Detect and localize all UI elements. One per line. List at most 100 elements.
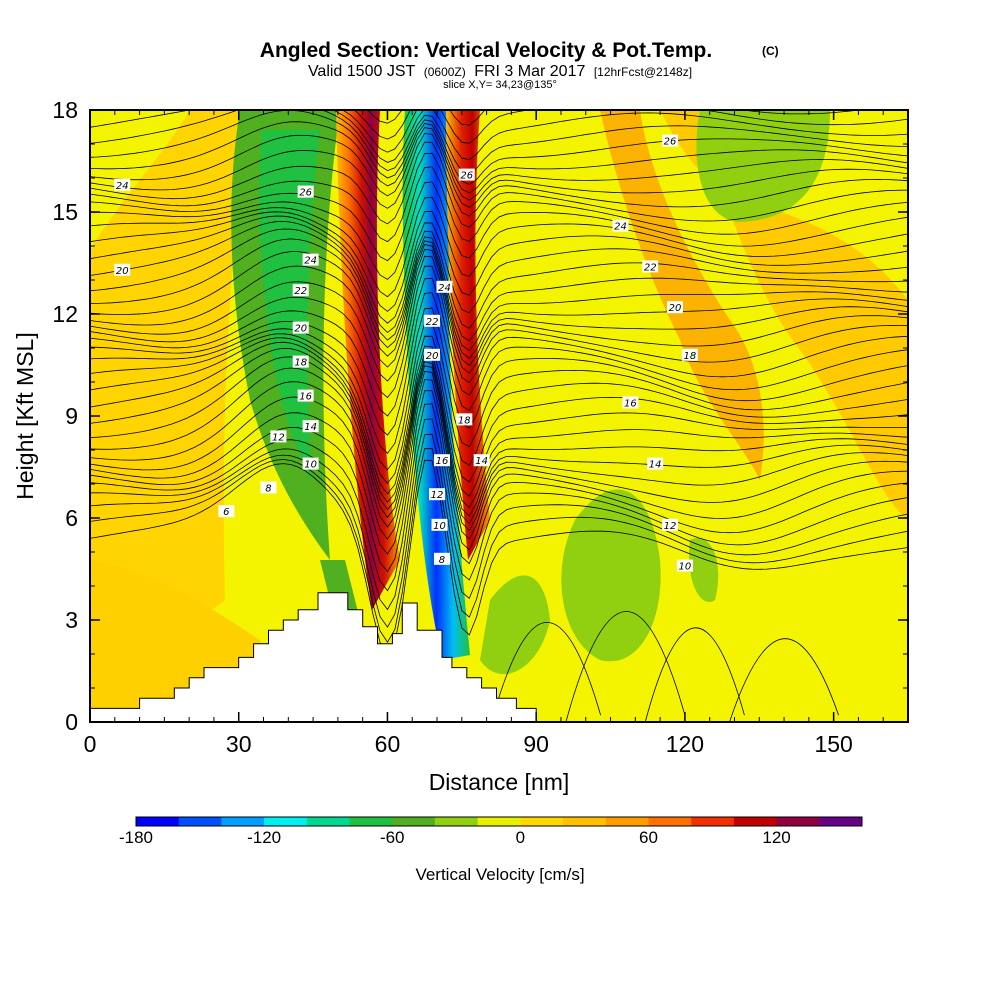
isentrope-label: 18	[456, 413, 473, 426]
colorbar-swatch	[349, 817, 393, 826]
isentrope-line	[644, 627, 745, 722]
isentrope-label: 16	[622, 396, 639, 409]
isentrope-line	[90, 110, 908, 175]
isentrope-line	[90, 418, 908, 611]
x-axis-label: Distance [nm]	[429, 769, 570, 795]
isentrope-line	[90, 335, 908, 484]
isentrope-label-text: 16	[436, 456, 449, 467]
isentrope-line	[90, 238, 908, 352]
colorbar-swatch	[221, 817, 265, 826]
colorbar-swatch	[691, 817, 735, 826]
isentrope-label: 20	[666, 301, 683, 314]
isentrope-label: 20	[292, 321, 309, 335]
isentrope-label-text: 24	[614, 222, 627, 233]
y-tick-label: 18	[52, 97, 78, 123]
isentrope-label: 10	[302, 457, 319, 471]
isentrope-label: 8	[433, 552, 450, 566]
isentrope-line	[90, 277, 908, 417]
isentrope-label-text: 20	[116, 266, 129, 277]
y-tick-label: 6	[65, 505, 78, 531]
isentrope-line	[90, 322, 908, 471]
isentropes	[90, 110, 908, 722]
isentrope-label: 6	[218, 505, 235, 518]
isentrope-label-text: 12	[272, 432, 285, 443]
colorbar-swatch	[563, 817, 607, 826]
isentrope-label-text: 14	[304, 422, 317, 433]
isentrope-label: 26	[458, 168, 475, 182]
isentrope-line	[90, 459, 908, 656]
y-axis-label: Height [Kft MSL]	[12, 332, 38, 499]
colorbar-label: -60	[380, 828, 405, 847]
isentrope-line	[90, 210, 908, 312]
axes: 0 30 60 90 120 150 0 3 6 9 12 15 18	[52, 97, 909, 757]
colorbar-swatch	[648, 817, 692, 826]
terrain-profile	[89, 592, 908, 723]
isentrope-line	[565, 611, 686, 722]
x-tick-label: 90	[523, 731, 549, 757]
colorbar-swatch	[434, 817, 479, 826]
isentrope-line	[90, 166, 908, 262]
x-tick-label: 0	[84, 731, 97, 757]
isentrope-label-text: 16	[624, 398, 637, 409]
chart-title-suffix: (C)	[762, 44, 779, 58]
colorbar-title: Vertical Velocity [cm/s]	[415, 865, 584, 884]
descent-zone-lee-small	[689, 538, 719, 602]
isentrope-label-text: 22	[294, 286, 307, 297]
y-tick-label: 12	[52, 301, 78, 327]
colorbar-swatch	[264, 817, 308, 826]
colorbar-swatch	[733, 817, 778, 826]
warm-zone-right	[560, 110, 908, 520]
isentrope-label: 22	[424, 314, 441, 328]
colorbar-swatch	[819, 817, 863, 826]
isentrope-label-text: 24	[304, 256, 317, 267]
isentrope-line	[90, 365, 908, 528]
isentrope-line	[90, 265, 908, 399]
x-tick-label: 150	[814, 731, 852, 757]
isentrope-label: 14	[647, 457, 664, 471]
isentrope-label: 24	[436, 280, 453, 294]
isentrope-label-text: 18	[458, 415, 471, 426]
isentrope-label-text: 26	[299, 188, 312, 199]
colorbar: -180 -120 -60 0 60 120	[119, 816, 863, 847]
isentrope-line	[90, 361, 908, 519]
isentrope-label-text: 14	[649, 460, 662, 471]
isentrope-line	[90, 307, 908, 455]
colorbar-label: 60	[639, 828, 658, 847]
warm-zone-left	[90, 110, 250, 700]
isentrope-line	[729, 638, 839, 722]
colorbar-swatch	[605, 817, 649, 826]
x-tick-label: 60	[375, 731, 401, 757]
isentrope-line	[90, 433, 908, 628]
isentrope-label: 16	[297, 389, 314, 403]
orange-zone-right	[600, 110, 764, 480]
isentrope-label-text: 10	[679, 562, 692, 573]
isentrope-line	[90, 448, 908, 643]
isentrope-label: 14	[473, 454, 490, 467]
isentrope-label-text: 8	[265, 483, 271, 494]
isentrope-label-text: 20	[294, 324, 307, 335]
isentrope-label: 22	[642, 260, 659, 273]
isentrope-label-text: 16	[299, 392, 312, 403]
isentrope-label-text: 10	[304, 460, 317, 471]
isentrope-label-text: 20	[669, 303, 682, 314]
isentrope-line	[90, 110, 908, 185]
isentrope-label: 12	[662, 518, 679, 532]
y-tick-label: 3	[65, 607, 78, 633]
isentrope-label: 20	[114, 263, 131, 277]
isentrope-label: 22	[292, 284, 309, 297]
y-tick-label: 0	[65, 709, 78, 735]
colorbar-frame	[135, 816, 863, 827]
isentrope-line	[90, 141, 908, 225]
secondary-updraft	[446, 110, 490, 560]
isentrope-label-text: 24	[116, 181, 129, 192]
isentrope-label: 16	[433, 454, 450, 467]
isentrope-label-text: 8	[439, 555, 445, 566]
isentrope-label: 8	[260, 481, 277, 494]
isentrope-label: 18	[292, 355, 309, 369]
isentrope-line	[90, 379, 908, 555]
isentrope-label-text: 18	[294, 358, 307, 369]
isentrope-label-text: 22	[426, 317, 439, 328]
isentrope-line	[90, 390, 908, 573]
isentrope-line	[90, 244, 908, 359]
descent-zone-lee-lower	[480, 575, 550, 675]
